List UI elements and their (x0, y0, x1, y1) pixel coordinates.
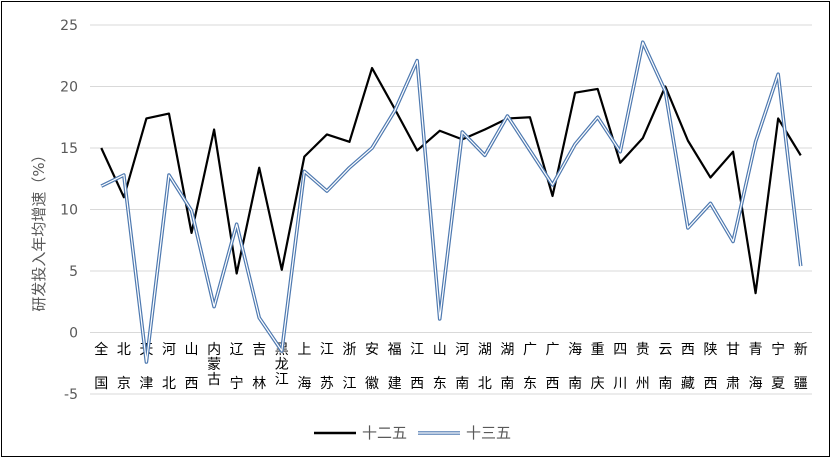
y-axis-label: 研发投入年均增速（%） (30, 147, 48, 311)
x-tick-label: 湖南 (500, 342, 514, 392)
x-tick-label: 全国 (94, 341, 108, 392)
x-tick-label: 安徽 (365, 342, 379, 392)
x-tick-label: 辽宁 (230, 342, 244, 392)
series-line-2 (101, 42, 800, 362)
y-tick-label: 5 (69, 264, 78, 280)
y-tick-label: 25 (60, 18, 78, 34)
x-tick-label: 海南 (568, 342, 582, 392)
x-tick-label: 吉林 (252, 342, 266, 392)
x-tick-label: 山西 (185, 342, 199, 392)
series-line-inner-2 (101, 42, 800, 362)
x-tick-label: 福建 (388, 342, 402, 392)
x-tick-label: 宁夏 (771, 341, 785, 392)
x-tick-label: 新疆 (794, 342, 808, 392)
x-tick-label: 上海 (297, 342, 311, 392)
x-tick-label: 陕西 (703, 342, 717, 392)
x-tick-label: 贵州 (636, 342, 650, 392)
legend-label: 十三五 (466, 424, 511, 442)
x-tick-label: 河南 (455, 342, 469, 392)
x-tick-label: 内蒙古 (207, 342, 221, 388)
x-tick-label: 广东 (523, 342, 537, 392)
x-tick-label: 云南 (658, 342, 672, 392)
x-tick-label: 江西 (410, 342, 424, 392)
x-tick-label: 江苏 (320, 342, 334, 392)
x-tick-label: 广西 (546, 342, 560, 392)
x-tick-label: 湖北 (478, 342, 492, 392)
y-tick-label: 10 (60, 203, 78, 219)
series-line-1 (101, 68, 800, 293)
x-tick-label: 重庆 (591, 342, 605, 392)
x-tick-label: 河北 (162, 342, 176, 392)
y-tick-label: 0 (69, 326, 78, 342)
x-tick-label: 北京 (117, 342, 131, 392)
legend-label: 十二五 (362, 424, 407, 442)
x-tick-label: 浙江 (342, 342, 356, 392)
x-tick-label: 山东 (433, 342, 447, 392)
y-tick-label: 15 (60, 141, 78, 157)
x-tick-label: 青海 (749, 342, 763, 392)
x-tick-label: 甘肃 (726, 342, 740, 392)
x-tick-label: 西藏 (681, 342, 695, 392)
y-tick-label: -5 (64, 387, 78, 403)
y-tick-label: 20 (60, 80, 78, 96)
x-tick-label: 四川 (613, 342, 627, 392)
